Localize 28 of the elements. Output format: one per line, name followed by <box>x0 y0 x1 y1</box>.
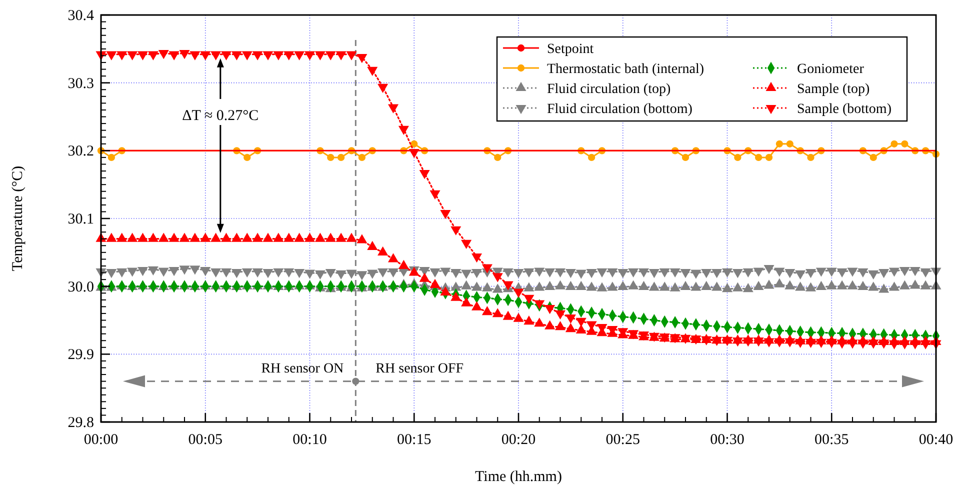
legend-label: Sample (bottom) <box>797 102 892 117</box>
x-tick-label: 00:05 <box>188 432 222 448</box>
x-tick-label: 00:30 <box>710 432 744 448</box>
legend-label: Sample (top) <box>797 82 870 97</box>
y-tick-label: 29.8 <box>68 415 94 431</box>
y-tick-label: 30.0 <box>68 279 94 296</box>
annotation: RH sensor OFF <box>376 361 464 376</box>
y-tick-label: 30.3 <box>68 76 94 92</box>
x-tick-label: 00:15 <box>397 432 432 448</box>
y-tick-label: 30.2 <box>68 144 94 160</box>
x-tick-label: 00:20 <box>501 432 536 448</box>
legend-label: Setpoint <box>547 42 594 57</box>
legend-label: Thermostatic bath (internal) <box>547 62 704 77</box>
legend-label: Goniometer <box>797 62 864 77</box>
x-tick-label: 00:00 <box>84 432 118 448</box>
x-tick-label: 00:40 <box>918 432 954 448</box>
y-tick-label: 30.4 <box>68 8 94 24</box>
legend-label: Fluid circulation (top) <box>547 82 671 97</box>
legend-label: Fluid circulation (bottom) <box>547 102 693 117</box>
annotation: ΔT ≈ 0.27°C <box>182 108 259 124</box>
annotation: RH sensor ON <box>261 361 344 376</box>
y-tick-label: 29.9 <box>68 347 94 364</box>
x-tick-label: 00:35 <box>814 432 849 448</box>
x-tick-label: 00:25 <box>606 432 640 448</box>
x-tick-label: 00:10 <box>292 432 327 448</box>
x-axis-title: Time (hh.mm) <box>475 469 562 485</box>
y-axis-title: Temperature (°C) <box>10 166 26 272</box>
y-tick-label: 30.1 <box>68 212 94 228</box>
